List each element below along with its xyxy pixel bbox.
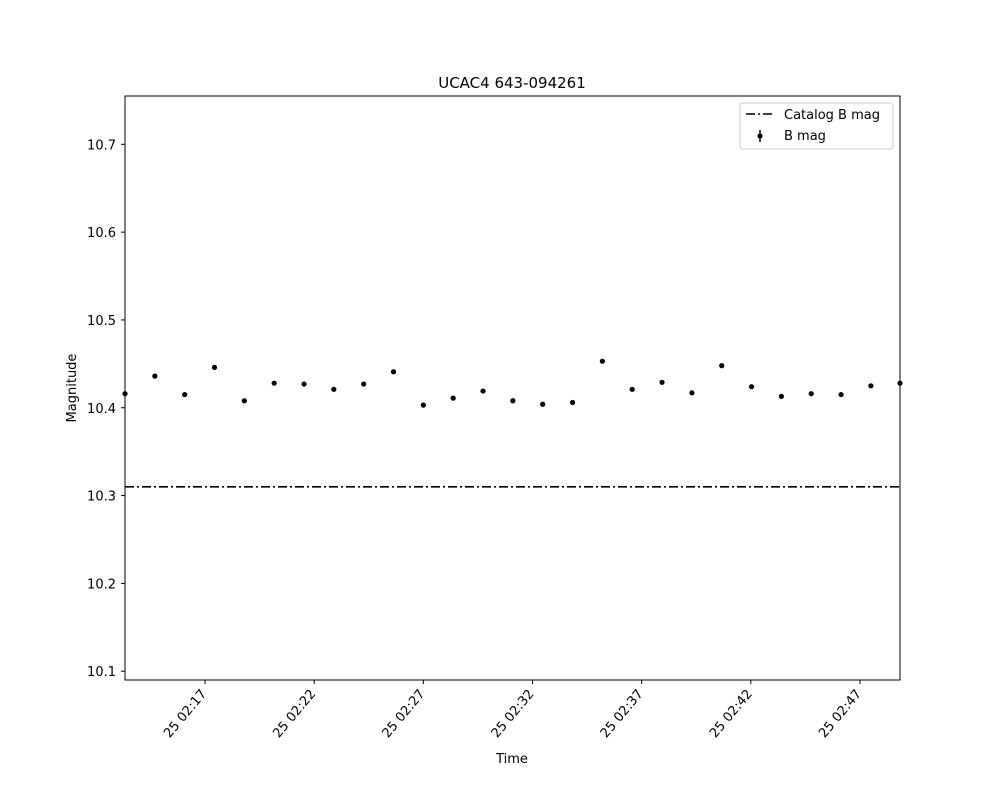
b-mag-point	[838, 391, 844, 398]
b-mag-point	[361, 381, 367, 387]
b-mag-point	[629, 386, 635, 392]
y-axis-label: Magnitude	[65, 354, 80, 423]
b-mag-point	[540, 401, 546, 407]
y-tick-label: 10.3	[87, 490, 116, 505]
legend-catalog-label: Catalog B mag	[784, 108, 880, 123]
plot-area	[122, 358, 903, 488]
b-mag-point	[390, 369, 397, 375]
x-axis-label: Time	[495, 752, 528, 767]
chart-title: UCAC4 643-094261	[438, 74, 586, 92]
legend-bmag-marker	[757, 133, 763, 139]
b-mag-point	[211, 364, 218, 370]
y-tick-label: 10.6	[87, 226, 116, 241]
y-tick-label: 10.1	[87, 665, 116, 680]
b-mag-point	[271, 380, 277, 386]
b-mag-point	[808, 391, 814, 397]
b-mag-point	[301, 381, 307, 387]
y-tick-label: 10.2	[87, 577, 116, 592]
b-mag-point	[510, 398, 516, 404]
y-tick-label: 10.4	[87, 402, 116, 417]
b-mag-point	[569, 399, 576, 406]
b-mag-point	[331, 386, 337, 392]
b-mag-point	[868, 383, 874, 389]
b-mag-point	[689, 390, 695, 396]
b-mag-point	[152, 373, 158, 379]
b-mag-point	[241, 398, 247, 404]
y-tick-label: 10.5	[87, 314, 116, 329]
b-mag-point	[182, 391, 188, 398]
legend-box	[739, 102, 894, 150]
b-mag-point	[480, 388, 486, 394]
y-tick-label: 10.7	[87, 138, 116, 153]
legend: Catalog B mag B mag	[739, 102, 894, 150]
b-mag-point	[599, 358, 605, 364]
b-mag-point	[778, 393, 784, 399]
b-mag-point	[748, 384, 755, 390]
b-mag-point	[450, 395, 456, 401]
y-axis: 10.1 10.2 10.3 10.4 10.5 10.6 10.7	[87, 138, 125, 680]
axes-frame	[124, 95, 901, 681]
b-mag-point	[659, 379, 665, 385]
b-mag-point	[420, 402, 426, 408]
b-mag-point	[719, 363, 725, 369]
legend-bmag-label: B mag	[784, 129, 826, 144]
